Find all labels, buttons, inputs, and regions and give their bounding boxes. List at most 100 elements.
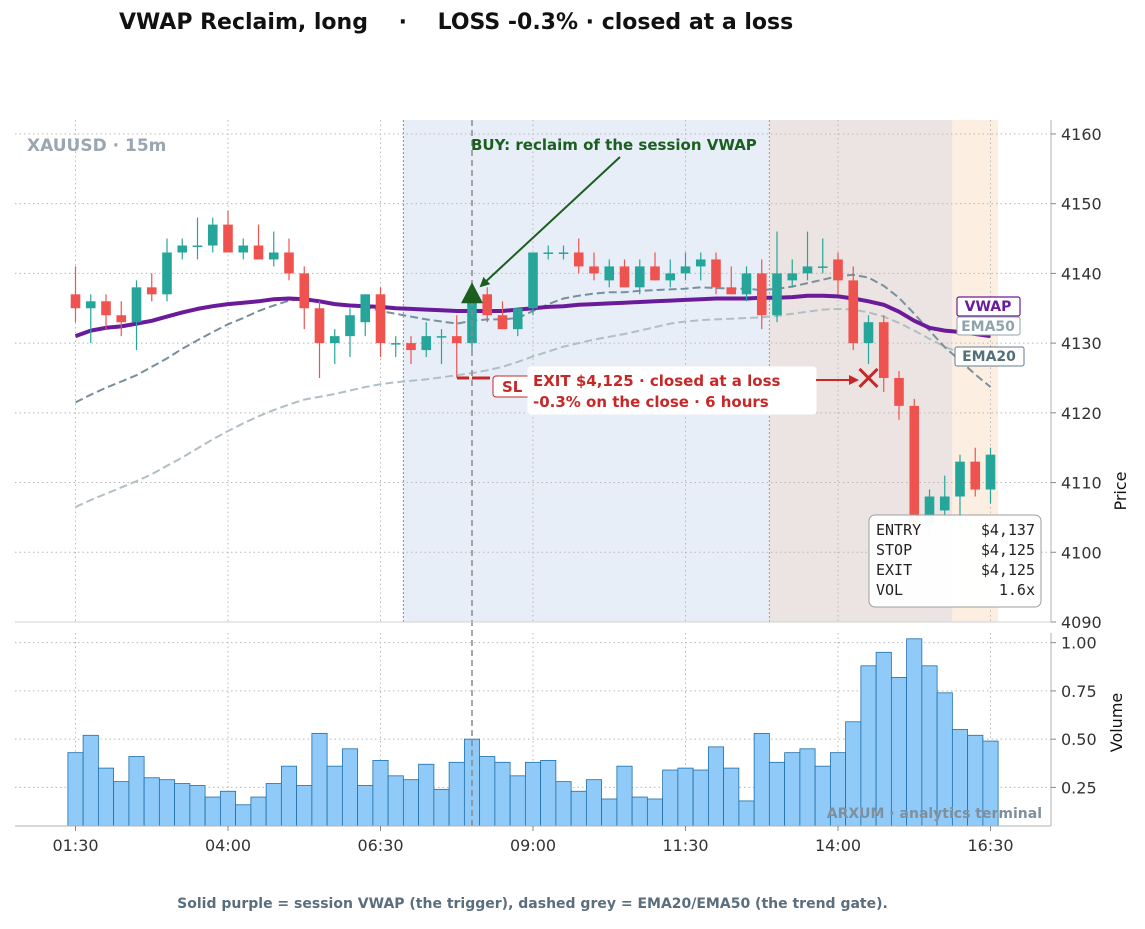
- info-stop-value: $4,125: [981, 541, 1035, 559]
- candle: [650, 252, 660, 281]
- candle-body: [909, 405, 920, 525]
- candle: [634, 259, 645, 295]
- candle: [680, 252, 691, 281]
- candle: [558, 245, 569, 260]
- candle-body: [406, 343, 416, 351]
- volume-bar: [692, 769, 709, 827]
- time-tick-label: 06:30: [357, 836, 403, 855]
- exit-box: [527, 366, 817, 415]
- volume-bar: [189, 785, 206, 827]
- time-tick-label: 11:30: [662, 836, 708, 855]
- candle: [985, 447, 996, 504]
- candle-body: [604, 266, 615, 281]
- exit-label-line2: -0.3% on the close · 6 hours: [533, 393, 769, 411]
- volume-bar: [174, 783, 191, 827]
- candle-body: [573, 252, 584, 267]
- info-exit-value: $4,125: [981, 561, 1035, 579]
- candle: [238, 238, 249, 260]
- ema20-tag-box: [954, 346, 1025, 367]
- candle: [894, 371, 904, 420]
- candle-body: [680, 266, 691, 274]
- candle: [619, 259, 630, 288]
- volume-tick-label: 0.25: [1061, 778, 1097, 797]
- candle: [711, 252, 721, 295]
- candle-body: [589, 266, 599, 274]
- candle: [955, 454, 965, 525]
- candle: [756, 259, 767, 330]
- volume-bar: [67, 752, 84, 827]
- volume-bar: [219, 790, 237, 827]
- volume-bar: [387, 775, 404, 827]
- volume-tick-label: 0.75: [1061, 682, 1097, 701]
- volume-bar: [540, 759, 557, 827]
- candle-body: [924, 496, 935, 525]
- volume-bar: [250, 796, 267, 827]
- candle-body: [650, 266, 660, 281]
- candle-body: [482, 294, 493, 316]
- candle-body: [314, 308, 325, 344]
- ema20-tag: EMA20: [962, 349, 1016, 365]
- symbol-watermark: XAUUSD · 15m: [27, 136, 166, 156]
- candle-body: [329, 336, 340, 344]
- candle-body: [970, 461, 981, 490]
- volume-bar: [402, 779, 420, 827]
- candle: [390, 336, 401, 358]
- candle: [665, 259, 676, 288]
- candle-body: [512, 308, 523, 330]
- candle-body: [192, 245, 203, 247]
- candle: [375, 287, 386, 358]
- candle: [192, 217, 203, 260]
- candle-body: [177, 245, 188, 253]
- candle: [863, 315, 874, 365]
- volume-tick-label: 1.00: [1061, 634, 1097, 653]
- candle-body: [726, 287, 737, 295]
- info-exit-label: EXIT: [876, 561, 912, 579]
- candle: [695, 252, 706, 281]
- candle: [878, 315, 889, 392]
- candle-body: [955, 461, 965, 497]
- candle: [70, 266, 81, 323]
- price-tick-label: 4150: [1061, 195, 1102, 214]
- candle: [604, 259, 615, 288]
- volume-bar: [97, 767, 115, 827]
- candle: [726, 266, 737, 295]
- candle: [451, 315, 462, 378]
- candle-body: [375, 294, 386, 344]
- candle-body: [863, 322, 874, 344]
- candle-body: [833, 259, 843, 281]
- volume-bar: [158, 779, 176, 827]
- price-tick-label: 4110: [1061, 474, 1102, 493]
- candles-layer: [70, 210, 996, 546]
- volume-bar: [296, 785, 313, 827]
- price-tick-label: 4100: [1061, 543, 1102, 562]
- candle: [177, 238, 188, 260]
- candle: [223, 210, 233, 253]
- volume-bar: [418, 763, 435, 827]
- volume-bar: [875, 651, 892, 827]
- candle-body: [390, 343, 401, 345]
- annotation-layer: XAUUSD · 15m ARXUM · analytics terminal …: [27, 136, 1042, 822]
- candle: [207, 217, 218, 253]
- candle-body: [253, 245, 264, 260]
- candle: [85, 294, 96, 344]
- volume-bar: [204, 796, 221, 827]
- candle: [970, 447, 981, 497]
- candle-body: [802, 266, 813, 274]
- candle: [345, 308, 355, 358]
- volume-bar: [753, 732, 770, 827]
- time-tick-label: 01:30: [52, 836, 98, 855]
- ema50-tag-box: [956, 316, 1021, 336]
- volume-bar: [921, 665, 938, 827]
- candle-body: [70, 294, 81, 309]
- price-tick-label: 4130: [1061, 334, 1102, 353]
- volume-bar: [662, 769, 679, 827]
- candle-body: [284, 252, 294, 274]
- candle-body: [787, 273, 798, 281]
- candle: [817, 238, 828, 274]
- candle: [573, 238, 584, 274]
- candle-body: [985, 454, 996, 490]
- ema50-tag: EMA50: [961, 319, 1015, 335]
- candle-body: [345, 315, 355, 337]
- volume-bar: [784, 752, 801, 827]
- volume-bar: [524, 761, 542, 827]
